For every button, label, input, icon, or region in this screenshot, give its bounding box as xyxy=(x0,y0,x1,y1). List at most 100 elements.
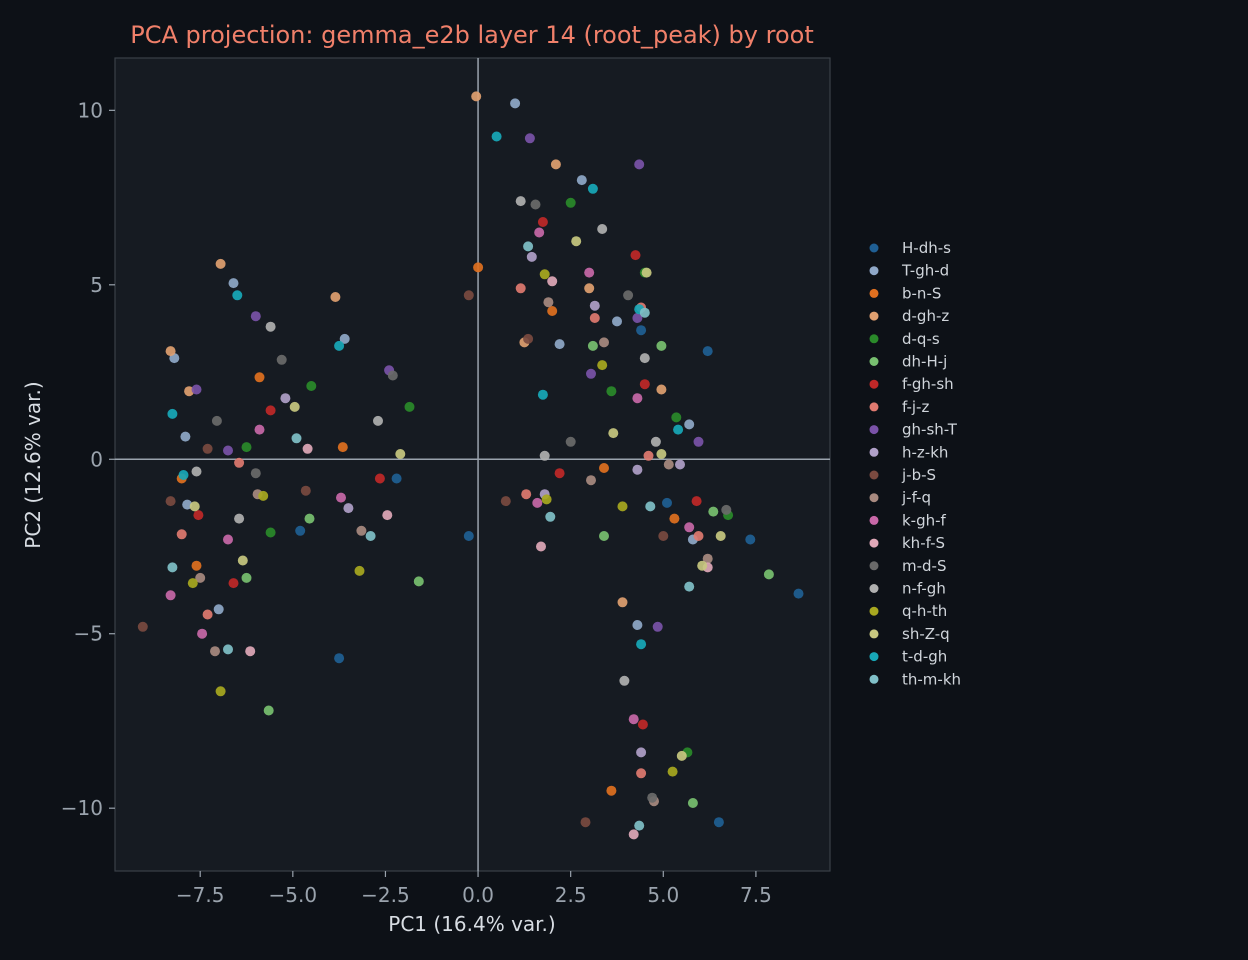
legend-marker-gh-sh-T xyxy=(869,425,879,435)
data-point-H-dh-s xyxy=(662,497,672,508)
legend-label-kh-f-S: kh-f-S xyxy=(902,534,945,552)
data-point-j-f-q xyxy=(356,525,367,536)
data-point-dh-H-j xyxy=(241,572,252,583)
x-tick-label: 5.0 xyxy=(647,883,679,907)
data-point-sh-Z-q xyxy=(608,428,619,439)
data-point-dh-H-j xyxy=(763,569,774,580)
data-point-d-gh-z xyxy=(617,597,628,608)
data-point-t-d-gh xyxy=(587,183,598,194)
data-point-f-gh-sh xyxy=(193,510,204,521)
data-point-d-q-s xyxy=(606,386,617,397)
legend-label-T-gh-d: T-gh-d xyxy=(901,262,949,280)
data-point-q-h-th xyxy=(541,494,552,505)
data-point-j-b-S xyxy=(523,333,534,344)
data-point-d-q-s xyxy=(565,197,576,208)
data-point-n-f-gh xyxy=(597,224,608,234)
data-point-d-gh-z xyxy=(584,283,595,294)
data-point-sh-Z-q xyxy=(571,236,582,247)
data-point-k-gh-f xyxy=(223,534,233,545)
data-point-f-j-z xyxy=(515,283,526,294)
data-point-dh-H-j xyxy=(587,340,598,351)
data-point-h-z-kh xyxy=(636,747,647,758)
legend-label-gh-sh-T: gh-sh-T xyxy=(902,421,958,439)
legend-marker-m-d-S xyxy=(869,561,879,571)
y-axis-label: PC2 (12.6% var.) xyxy=(21,381,45,548)
legend-label-q-h-th: q-h-th xyxy=(902,602,947,620)
legend-label-th-m-kh: th-m-kh xyxy=(902,670,961,688)
data-point-gh-sh-T xyxy=(634,159,645,170)
chart-title: PCA projection: gemma_e2b layer 14 (root… xyxy=(130,21,813,49)
data-point-k-gh-f xyxy=(632,393,643,404)
legend-label-f-j-z: f-j-z xyxy=(902,398,929,416)
data-point-t-d-gh xyxy=(491,131,502,142)
legend-label-j-f-q: j-f-q xyxy=(901,489,931,507)
legend-marker-b-n-S xyxy=(869,288,879,298)
data-point-j-b-S xyxy=(580,817,591,828)
data-point-T-gh-d xyxy=(180,431,191,442)
data-point-gh-sh-T xyxy=(250,311,261,322)
x-tick-label: 7.5 xyxy=(740,883,772,907)
data-point-dh-H-j xyxy=(263,705,274,716)
data-point-j-b-S xyxy=(300,485,311,496)
data-point-k-gh-f xyxy=(197,628,208,639)
data-point-j-f-q xyxy=(195,572,206,583)
data-point-k-gh-f xyxy=(165,590,176,601)
data-point-t-d-gh xyxy=(232,290,243,301)
data-point-sh-Z-q xyxy=(289,401,300,412)
data-point-kh-f-S xyxy=(302,443,313,454)
data-point-q-h-th xyxy=(258,490,269,501)
data-point-f-gh-sh xyxy=(374,473,385,484)
data-point-j-f-q xyxy=(543,297,554,308)
data-point-d-q-s xyxy=(241,442,252,453)
data-point-gh-sh-T xyxy=(223,445,233,456)
data-point-b-n-S xyxy=(547,306,558,316)
data-point-kh-f-S xyxy=(382,510,393,521)
data-point-j-b-S xyxy=(463,290,474,301)
data-point-f-gh-sh xyxy=(554,468,565,479)
data-point-dh-H-j xyxy=(413,576,424,587)
y-tick-label: 10 xyxy=(78,98,103,122)
legend-marker-dh-H-j xyxy=(869,357,879,366)
legend-marker-sh-Z-q xyxy=(869,629,879,639)
data-point-f-j-z xyxy=(521,489,532,500)
legend: H-dh-s T-gh-d b-n-S d-gh-z d-q-s dh-H-j f-gh-s… xyxy=(869,239,961,688)
data-point-d-gh-z xyxy=(165,346,176,357)
data-point-m-d-S xyxy=(250,468,261,479)
data-point-k-gh-f xyxy=(584,267,595,278)
data-point-q-h-th xyxy=(215,686,226,697)
data-point-h-z-kh xyxy=(632,464,643,475)
data-point-j-f-q xyxy=(586,475,596,486)
data-point-m-d-S xyxy=(276,354,287,365)
data-point-dh-H-j xyxy=(656,340,667,351)
data-point-j-f-q xyxy=(599,337,609,348)
x-tick-label: −7.5 xyxy=(176,883,225,907)
data-points xyxy=(137,91,804,840)
data-point-n-f-gh xyxy=(639,353,650,364)
legend-marker-n-f-gh xyxy=(869,584,879,593)
data-point-b-n-S xyxy=(191,560,202,571)
data-point-b-n-S xyxy=(254,372,265,383)
legend-marker-t-d-gh xyxy=(869,652,879,662)
data-point-f-j-z xyxy=(693,531,704,541)
data-point-T-gh-d xyxy=(228,278,239,289)
legend-label-m-d-S: m-d-S xyxy=(902,557,946,575)
legend-label-n-f-gh: n-f-gh xyxy=(902,580,946,598)
data-point-f-gh-sh xyxy=(630,250,641,261)
data-point-q-h-th xyxy=(539,269,550,280)
data-point-T-gh-d xyxy=(182,499,193,510)
data-point-gh-sh-T xyxy=(693,436,704,447)
data-point-gh-sh-T xyxy=(652,621,663,632)
data-point-j-b-S xyxy=(658,531,669,541)
data-point-n-f-gh xyxy=(234,513,245,524)
data-point-h-z-kh xyxy=(280,393,291,404)
data-point-q-h-th xyxy=(617,501,628,512)
x-axis-ticks: −7.5 −5.0 −2.5 0.0 2.5 5.0 7.5 xyxy=(176,871,772,907)
data-point-t-d-gh xyxy=(167,408,178,419)
data-point-gh-sh-T xyxy=(524,133,535,144)
data-point-j-b-S xyxy=(165,496,176,507)
y-tick-label: −10 xyxy=(61,796,103,820)
legend-marker-H-dh-s xyxy=(869,243,879,253)
data-point-dh-H-j xyxy=(708,506,719,517)
data-point-m-d-S xyxy=(211,415,222,426)
data-point-q-h-th xyxy=(354,565,365,576)
